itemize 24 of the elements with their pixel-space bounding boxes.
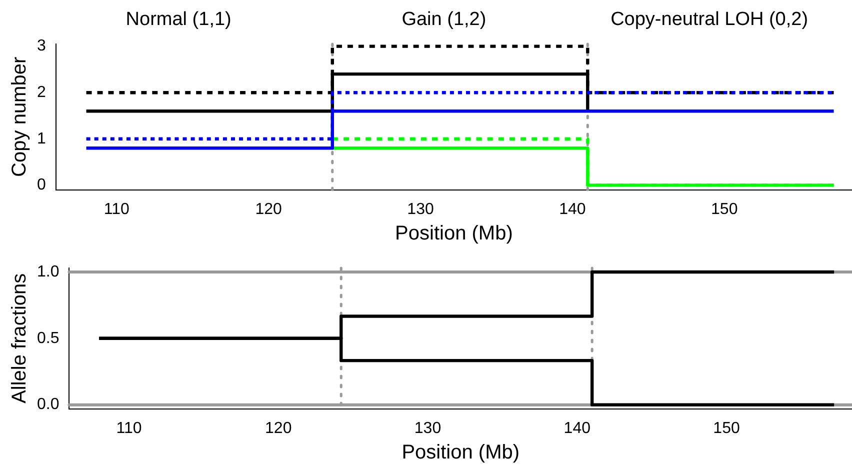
y-tick-label: 0: [36, 176, 46, 194]
y-tick-label: 2: [36, 84, 46, 102]
x-tick-label: 120: [255, 200, 282, 218]
x-tick-label: 110: [116, 420, 142, 437]
x-axis-title: Position (Mb): [402, 442, 520, 464]
x-tick-label: 150: [713, 420, 740, 437]
x-tick-label: 130: [414, 420, 442, 437]
y-axis-title: Copy number: [8, 56, 31, 177]
text: Normal (1,1): [126, 9, 232, 30]
y-tick-label: 1.0: [36, 263, 60, 280]
y-tick-label: 1: [36, 130, 46, 148]
y-tick-label: 3: [36, 38, 46, 55]
text: Copy-neutral LOH (0,2): [610, 9, 808, 30]
x-tick-label: 110: [104, 200, 130, 218]
y-tick-label: 0.5: [36, 330, 60, 347]
text: Gain (1,2): [402, 9, 486, 30]
y-tick-label: 0.0: [36, 396, 60, 414]
x-tick-label: 120: [265, 420, 292, 437]
x-axis-title: Position (Mb): [395, 222, 513, 245]
y-axis-title: Allele fractions: [8, 273, 31, 404]
x-tick-label: 130: [407, 200, 434, 218]
x-tick-label: 140: [559, 200, 586, 218]
x-tick-label: 150: [711, 200, 738, 218]
x-tick-label: 140: [564, 420, 591, 437]
